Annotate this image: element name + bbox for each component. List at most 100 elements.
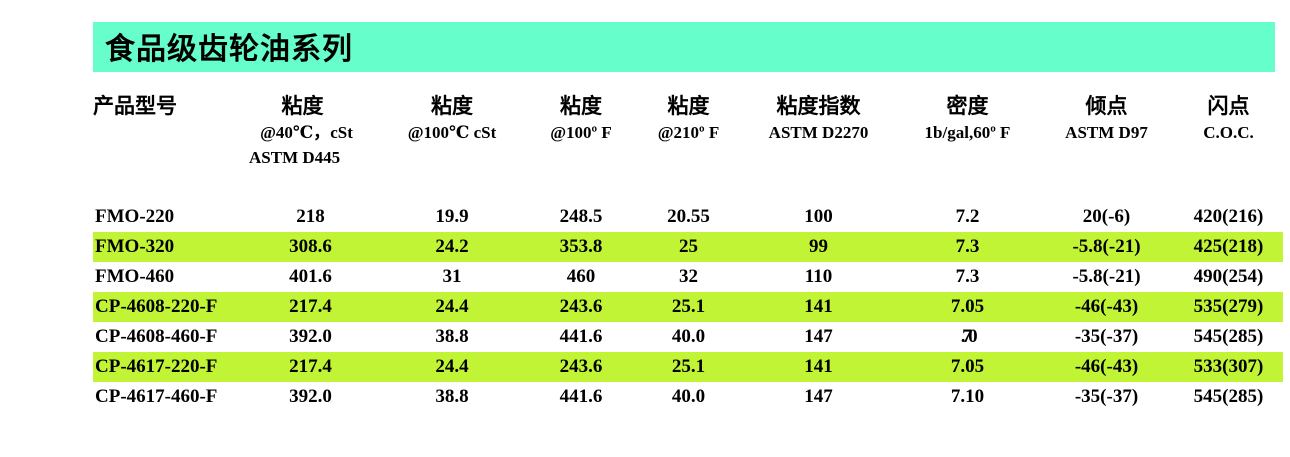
header-title-viscosity-210f: 粘度: [667, 93, 710, 118]
header-title-pour-point: 倾点: [1085, 93, 1128, 118]
table-row: CP-4617-460-F 392.0 38.8 441.6 40.0 147 7.10 -3…: [93, 382, 1283, 412]
header-title-density: 密度: [946, 93, 989, 118]
cell-viscosity-40c: 392.0: [289, 386, 332, 407]
cell-flash-point: 490(254): [1193, 266, 1264, 287]
cell-viscosity-100c: 38.8: [435, 386, 469, 407]
cell-flash-point: 545(285): [1193, 326, 1264, 347]
cell-density: .70: [960, 326, 978, 347]
header-sub-viscosity-210f-unit: @210º F: [657, 123, 720, 142]
cell-viscosity-40c: 401.6: [289, 266, 332, 287]
table-row: FMO-220 218 19.9 248.5 20.55 100 7.2 20(-6) 420(…: [93, 202, 1283, 232]
column-header-flash-point: 闪点 C.O.C.: [1174, 88, 1283, 202]
cell-density: 7.3: [896, 232, 1039, 262]
cell-pour-point: -46(-43): [1039, 292, 1174, 322]
cell-viscosity-100f: 243.6: [526, 352, 636, 382]
column-header-viscosity-40c: 粘度 @40℃，cSt ASTM D445: [243, 88, 378, 202]
header-title-viscosity-index: 粘度指数: [776, 93, 861, 118]
header-sub-viscosity-index-standard: ASTM D2270: [768, 123, 869, 142]
cell-viscosity-100c: 24.4: [378, 292, 526, 322]
cell-viscosity-100f: 441.6: [559, 326, 603, 347]
cell-viscosity-40c: 218: [296, 206, 325, 227]
cell-viscosity-100c: 38.8: [435, 326, 469, 347]
cell-viscosity-index: 147: [804, 326, 833, 347]
header-title-viscosity-100c: 粘度: [431, 93, 473, 118]
cell-viscosity-index: 99: [741, 232, 896, 262]
cell-viscosity-100f: 248.5: [559, 206, 603, 227]
cell-viscosity-210f: 40.0: [671, 326, 706, 347]
cell-model: FMO-220: [95, 206, 175, 227]
header-sub-viscosity-40c-standard: ASTM D445: [249, 148, 341, 167]
cell-viscosity-210f: 25: [636, 232, 741, 262]
cell-model: CP-4608-220-F: [93, 292, 243, 322]
cell-model: CP-4617-460-F: [95, 386, 218, 407]
column-header-viscosity-210f: 粘度 @210º F: [636, 88, 741, 202]
header-title-viscosity-100f: 粘度: [560, 93, 602, 118]
cell-pour-point: -5.8(-21): [1039, 232, 1174, 262]
cell-viscosity-index: 141: [741, 352, 896, 382]
table-row: CP-4608-460-F 392.0 38.8 441.6 40.0 147 .70 -35…: [93, 322, 1283, 352]
cell-density: 7.3: [955, 266, 980, 287]
cell-model: FMO-320: [93, 232, 243, 262]
table-header: 产品型号 粘度 @40℃，cSt ASTM D445 粘度 @100℃ cSt …: [93, 88, 1283, 202]
page-title: 食品级齿轮油系列: [105, 32, 353, 68]
table-row: FMO-460 401.6 31 460 32 110 7.3 -5.8(-21) 490(25…: [93, 262, 1283, 292]
cell-flash-point: 425(218): [1174, 232, 1283, 262]
cell-model: CP-4608-460-F: [95, 326, 218, 347]
column-header-viscosity-100f: 粘度 @100º F: [526, 88, 636, 202]
cell-viscosity-100f: 353.8: [526, 232, 636, 262]
header-sub-density-unit: 1b/gal,60º F: [924, 123, 1011, 142]
cell-pour-point: 20(-6): [1082, 206, 1131, 227]
cell-viscosity-100f: 243.6: [526, 292, 636, 322]
cell-model: FMO-460: [95, 266, 175, 287]
cell-density: 7.10: [950, 386, 985, 407]
cell-viscosity-210f: 32: [679, 266, 698, 287]
cell-viscosity-100f: 441.6: [559, 386, 603, 407]
cell-flash-point: 545(285): [1193, 386, 1264, 407]
cell-pour-point: -35(-37): [1074, 326, 1139, 347]
column-header-density: 密度 1b/gal,60º F: [896, 88, 1039, 202]
header-sub-pour-point-standard: ASTM D97: [1065, 123, 1148, 142]
cell-flash-point: 533(307): [1174, 352, 1283, 382]
cell-viscosity-210f: 25.1: [636, 292, 741, 322]
header-title-model: 产品型号: [93, 93, 177, 118]
cell-viscosity-40c: 392.0: [289, 326, 332, 347]
column-header-viscosity-index: 粘度指数 ASTM D2270: [741, 88, 896, 202]
cell-pour-point: -46(-43): [1039, 352, 1174, 382]
table-row: FMO-320 308.6 24.2 353.8 25 99 7.3 -5.8(-21) 425…: [93, 232, 1283, 262]
table-row: CP-4617-220-F 217.4 24.4 243.6 25.1 141 7.05 -4…: [93, 352, 1283, 382]
cell-viscosity-40c: 308.6: [243, 232, 378, 262]
cell-viscosity-40c: 217.4: [243, 292, 378, 322]
header-title-viscosity-40c: 粘度: [281, 93, 324, 118]
cell-viscosity-210f: 20.55: [667, 206, 710, 227]
cell-viscosity-index: 100: [804, 206, 833, 227]
cell-flash-point: 535(279): [1174, 292, 1283, 322]
cell-viscosity-210f: 25.1: [636, 352, 741, 382]
cell-viscosity-index: 141: [741, 292, 896, 322]
cell-density: 7.2: [955, 206, 980, 227]
header-title-flash-point: 闪点: [1207, 93, 1250, 118]
cell-viscosity-100c: 24.2: [378, 232, 526, 262]
table-row: CP-4608-220-F 217.4 24.4 243.6 25.1 141 7.05 -4…: [93, 292, 1283, 322]
specification-table: 产品型号 粘度 @40℃，cSt ASTM D445 粘度 @100℃ cSt …: [93, 88, 1283, 412]
header-sub-flash-point-method: C.O.C.: [1203, 123, 1254, 142]
cell-viscosity-100c: 24.4: [378, 352, 526, 382]
cell-model: CP-4617-220-F: [93, 352, 243, 382]
header-sub-viscosity-100f-unit: @100º F: [550, 123, 612, 142]
column-header-model: 产品型号: [93, 88, 243, 202]
cell-viscosity-index: 147: [804, 386, 833, 407]
cell-viscosity-40c: 217.4: [243, 352, 378, 382]
cell-flash-point: 420(216): [1193, 206, 1264, 227]
header-sub-viscosity-100c-unit: @100℃ cSt: [407, 123, 497, 142]
cell-viscosity-100f: 460: [566, 266, 596, 287]
cell-density: 7.05: [896, 292, 1039, 322]
table-body: FMO-220 218 19.9 248.5 20.55 100 7.2 20(-6) 420(…: [93, 202, 1283, 412]
cell-viscosity-index: 110: [804, 266, 833, 287]
cell-pour-point: -35(-37): [1074, 386, 1139, 407]
cell-pour-point: -5.8(-21): [1072, 266, 1141, 287]
cell-viscosity-100c: 19.9: [435, 206, 469, 227]
column-header-pour-point: 倾点 ASTM D97: [1039, 88, 1174, 202]
header-row: 产品型号 粘度 @40℃，cSt ASTM D445 粘度 @100℃ cSt …: [93, 88, 1283, 202]
title-banner: 食品级齿轮油系列: [93, 22, 1275, 72]
header-sub-viscosity-40c-unit: @40℃，cSt: [260, 123, 353, 142]
